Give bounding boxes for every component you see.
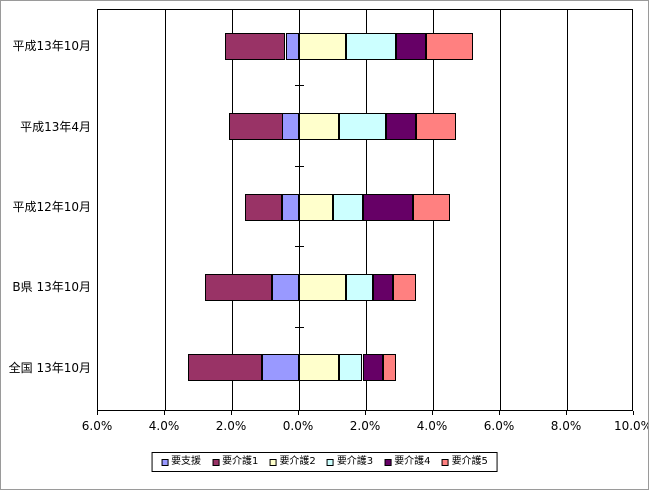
legend-swatch [161,458,169,466]
legend-swatch [269,458,277,466]
legend-label: 要介護1 [222,456,259,467]
legend-item: 要介護2 [269,456,316,468]
value-axis-tick [633,411,634,415]
bar-segment [346,274,373,301]
legend-swatch [326,458,334,466]
bar-segment [393,274,416,301]
value-axis-tick [164,411,165,415]
category-axis-tick [295,327,304,328]
value-axis-tick [231,411,232,415]
value-axis-label: 2.0% [215,419,247,433]
legend: 要支援 要介護1 要介護2 要介護3 要介護4 要介護5 [151,452,498,472]
category-label: 平成13年4月 [20,120,91,134]
legend-item: 要介護4 [384,456,431,468]
value-axis-tick [566,411,567,415]
legend-swatch [384,458,392,466]
value-axis-label: 4.0% [416,419,448,433]
bar-segment [383,354,396,381]
legend-item: 要介護1 [212,456,258,468]
category-label: 全国 13年10月 [8,361,91,375]
value-axis-label: 6.0% [81,419,113,433]
bar-segment [386,113,416,140]
gridline [567,10,568,410]
category-label: B県 13年10月 [12,280,91,294]
bar-segment [299,354,339,381]
gridline [232,10,233,410]
value-axis-tick [499,411,500,415]
legend-item: 要介護5 [441,456,488,468]
bar-segment [413,194,450,221]
gridline [165,10,166,410]
legend-swatch [441,458,449,466]
plot-area [97,9,633,411]
value-axis-tick [298,411,299,415]
bar-segment [299,194,333,221]
legend-label: 要介護5 [451,456,488,467]
category-label: 平成13年10月 [12,39,91,53]
bar-segment [188,354,262,381]
legend-label: 要介護2 [279,456,316,467]
bar-segment [299,274,346,301]
bar-segment [225,33,285,60]
value-axis-label: 0.0% [282,419,314,433]
bar-segment [333,194,363,221]
bar-segment [299,113,339,140]
bar-segment [245,194,282,221]
bar-segment [339,113,386,140]
bar-segment [286,33,299,60]
category-label: 平成12年10月 [12,200,91,214]
bar-segment [262,354,299,381]
category-axis-tick [295,166,304,167]
bar-segment [363,354,383,381]
legend-label: 要介護4 [394,456,431,467]
bar-segment [363,194,413,221]
value-axis-tick [432,411,433,415]
bar-segment [373,274,393,301]
value-axis-label: 6.0% [483,419,515,433]
legend-label: 要介護3 [336,456,374,467]
legend-swatch [212,458,220,466]
category-axis-tick [295,246,304,247]
bar-segment [339,354,362,381]
bar-segment [416,113,456,140]
bar-segment [426,33,473,60]
value-axis-label: 2.0% [349,419,381,433]
bar-segment [205,274,272,301]
bar-segment [396,33,426,60]
legend-item: 要支援 [161,456,201,468]
value-axis-tick [365,411,366,415]
value-axis-label: 10.0% [613,419,649,433]
value-axis-tick [97,411,98,415]
legend-item: 要介護3 [326,456,374,468]
value-axis-label: 8.0% [550,419,582,433]
value-axis-label: 4.0% [148,419,180,433]
bar-segment [346,33,396,60]
bar-segment [282,194,299,221]
legend-label: 要支援 [171,456,202,467]
bar-segment [272,274,299,301]
category-axis-tick [295,85,304,86]
bar-segment [299,33,346,60]
bar-segment [229,113,283,140]
gridline [500,10,501,410]
